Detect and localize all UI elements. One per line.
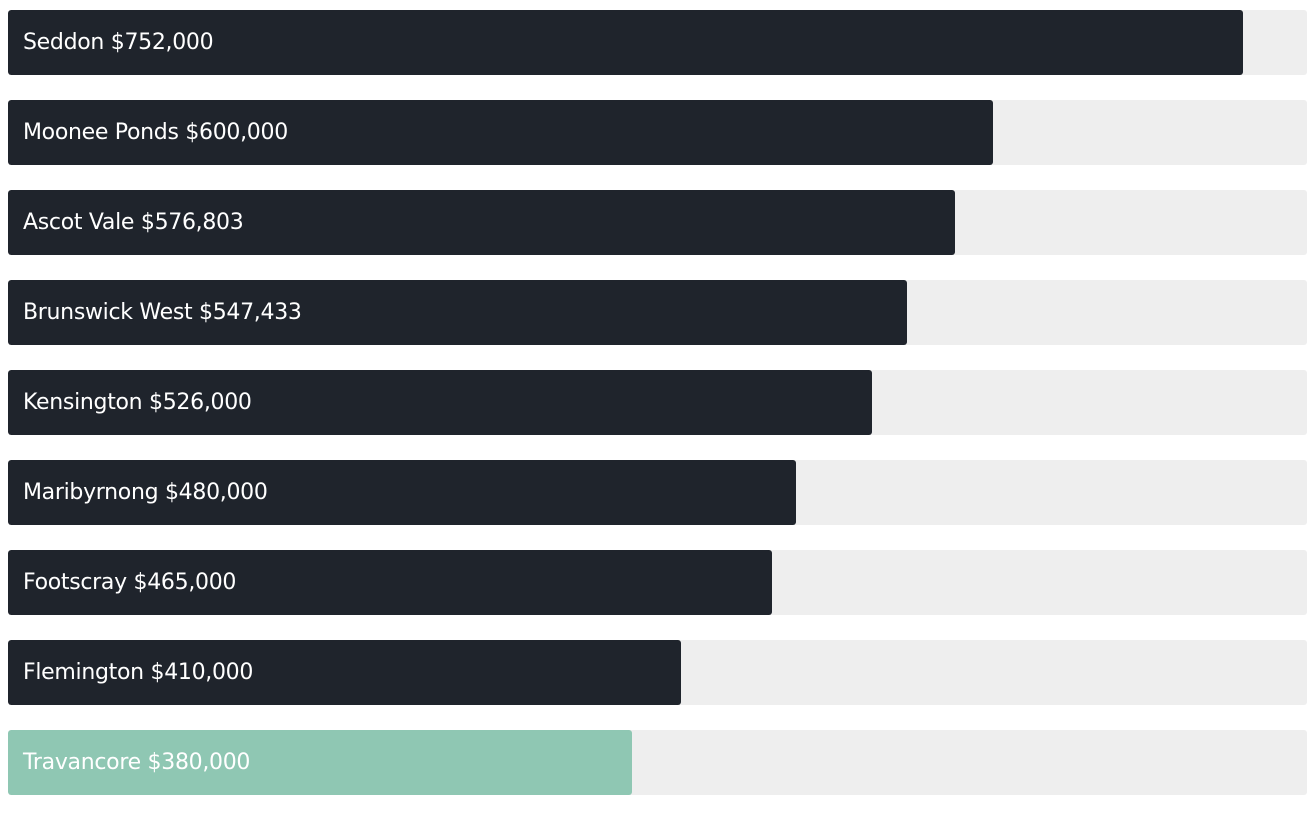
category-label: Travancore [23,750,141,775]
bar-track: Footscray $465,000 [8,550,1307,615]
bar-track: Travancore $380,000 [8,730,1307,795]
category-label: Brunswick West [23,300,192,325]
bar-track: Moonee Ponds $600,000 [8,100,1307,165]
bar-label: Travancore $380,000 [23,730,250,795]
bar-chart: Seddon $752,000 Moonee Ponds $600,000 Asco… [8,10,1307,820]
bar-label: Footscray $465,000 [23,550,236,615]
bar-label: Kensington $526,000 [23,370,252,435]
value-label: $480,000 [165,480,268,505]
value-label: $410,000 [151,660,254,685]
category-label: Flemington [23,660,144,685]
category-label: Footscray [23,570,127,595]
category-label: Kensington [23,390,142,415]
bar-track: Ascot Vale $576,803 [8,190,1307,255]
category-label: Maribyrnong [23,480,158,505]
value-label: $600,000 [185,120,288,145]
category-label: Seddon [23,30,104,55]
bar-track: Seddon $752,000 [8,10,1307,75]
bar-track: Flemington $410,000 [8,640,1307,705]
value-label: $547,433 [199,300,302,325]
value-label: $465,000 [134,570,237,595]
bar-label: Brunswick West $547,433 [23,280,302,345]
bar-track: Maribyrnong $480,000 [8,460,1307,525]
bar-label: Seddon $752,000 [23,10,213,75]
value-label: $752,000 [111,30,214,55]
category-label: Ascot Vale [23,210,134,235]
value-label: $526,000 [149,390,252,415]
value-label: $380,000 [148,750,251,775]
bar-label: Maribyrnong $480,000 [23,460,268,525]
category-label: Moonee Ponds [23,120,179,145]
value-label: $576,803 [141,210,244,235]
bar-track: Brunswick West $547,433 [8,280,1307,345]
bar-label: Flemington $410,000 [23,640,253,705]
bar-label: Moonee Ponds $600,000 [23,100,288,165]
bar-label: Ascot Vale $576,803 [23,190,243,255]
bar-track: Kensington $526,000 [8,370,1307,435]
